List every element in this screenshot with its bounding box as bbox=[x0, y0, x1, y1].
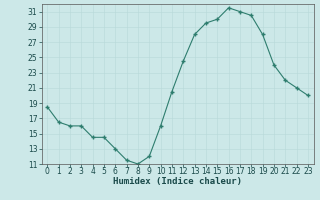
X-axis label: Humidex (Indice chaleur): Humidex (Indice chaleur) bbox=[113, 177, 242, 186]
